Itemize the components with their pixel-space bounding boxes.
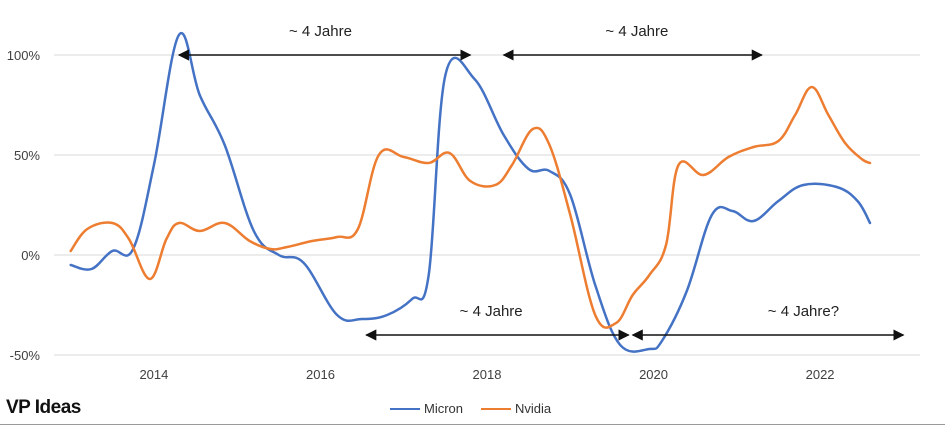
x-tick-label: 2020 xyxy=(639,367,668,382)
x-tick-label: 2018 xyxy=(473,367,502,382)
gridlines xyxy=(54,54,920,356)
legend-item-nvidia: Nvidia xyxy=(481,401,551,416)
annotation-label-1: ~ 4 Jahre xyxy=(289,23,352,40)
x-tick-label: 2022 xyxy=(806,367,835,382)
line-chart: 100% 50% 0% -50% 2014 2016 2018 2020 2022 ~ 4 Ja… xyxy=(7,23,920,382)
y-tick-label: 50% xyxy=(14,148,40,163)
legend-label-micron: Micron xyxy=(424,401,464,416)
annotation-label-2: ~ 4 Jahre xyxy=(605,23,668,40)
annotation-label-3: ~ 4 Jahre xyxy=(460,303,523,320)
chart-legend: Micron Nvidia xyxy=(390,401,551,416)
y-tick-label: 100% xyxy=(7,48,41,63)
y-tick-label: -50% xyxy=(10,348,41,363)
y-tick-label: 0% xyxy=(21,248,40,263)
legend-label-nvidia: Nvidia xyxy=(515,401,552,416)
legend-swatch-micron xyxy=(390,407,420,410)
x-tick-label: 2014 xyxy=(139,367,168,382)
axis-ticks: 100% 50% 0% -50% 2014 2016 2018 2020 2022 xyxy=(7,48,835,382)
legend-item-micron: Micron xyxy=(390,401,463,416)
brand-logo: VP Ideas xyxy=(6,397,81,418)
footer-divider xyxy=(0,424,945,425)
series-line-nvidia xyxy=(69,85,872,329)
annotations: ~ 4 Jahre ~ 4 Jahre ~ 4 Jahre ~ 4 Jahre? xyxy=(177,23,905,341)
legend-swatch-nvidia xyxy=(481,407,512,410)
annotation-label-4: ~ 4 Jahre? xyxy=(768,303,839,320)
x-tick-label: 2016 xyxy=(306,367,335,382)
